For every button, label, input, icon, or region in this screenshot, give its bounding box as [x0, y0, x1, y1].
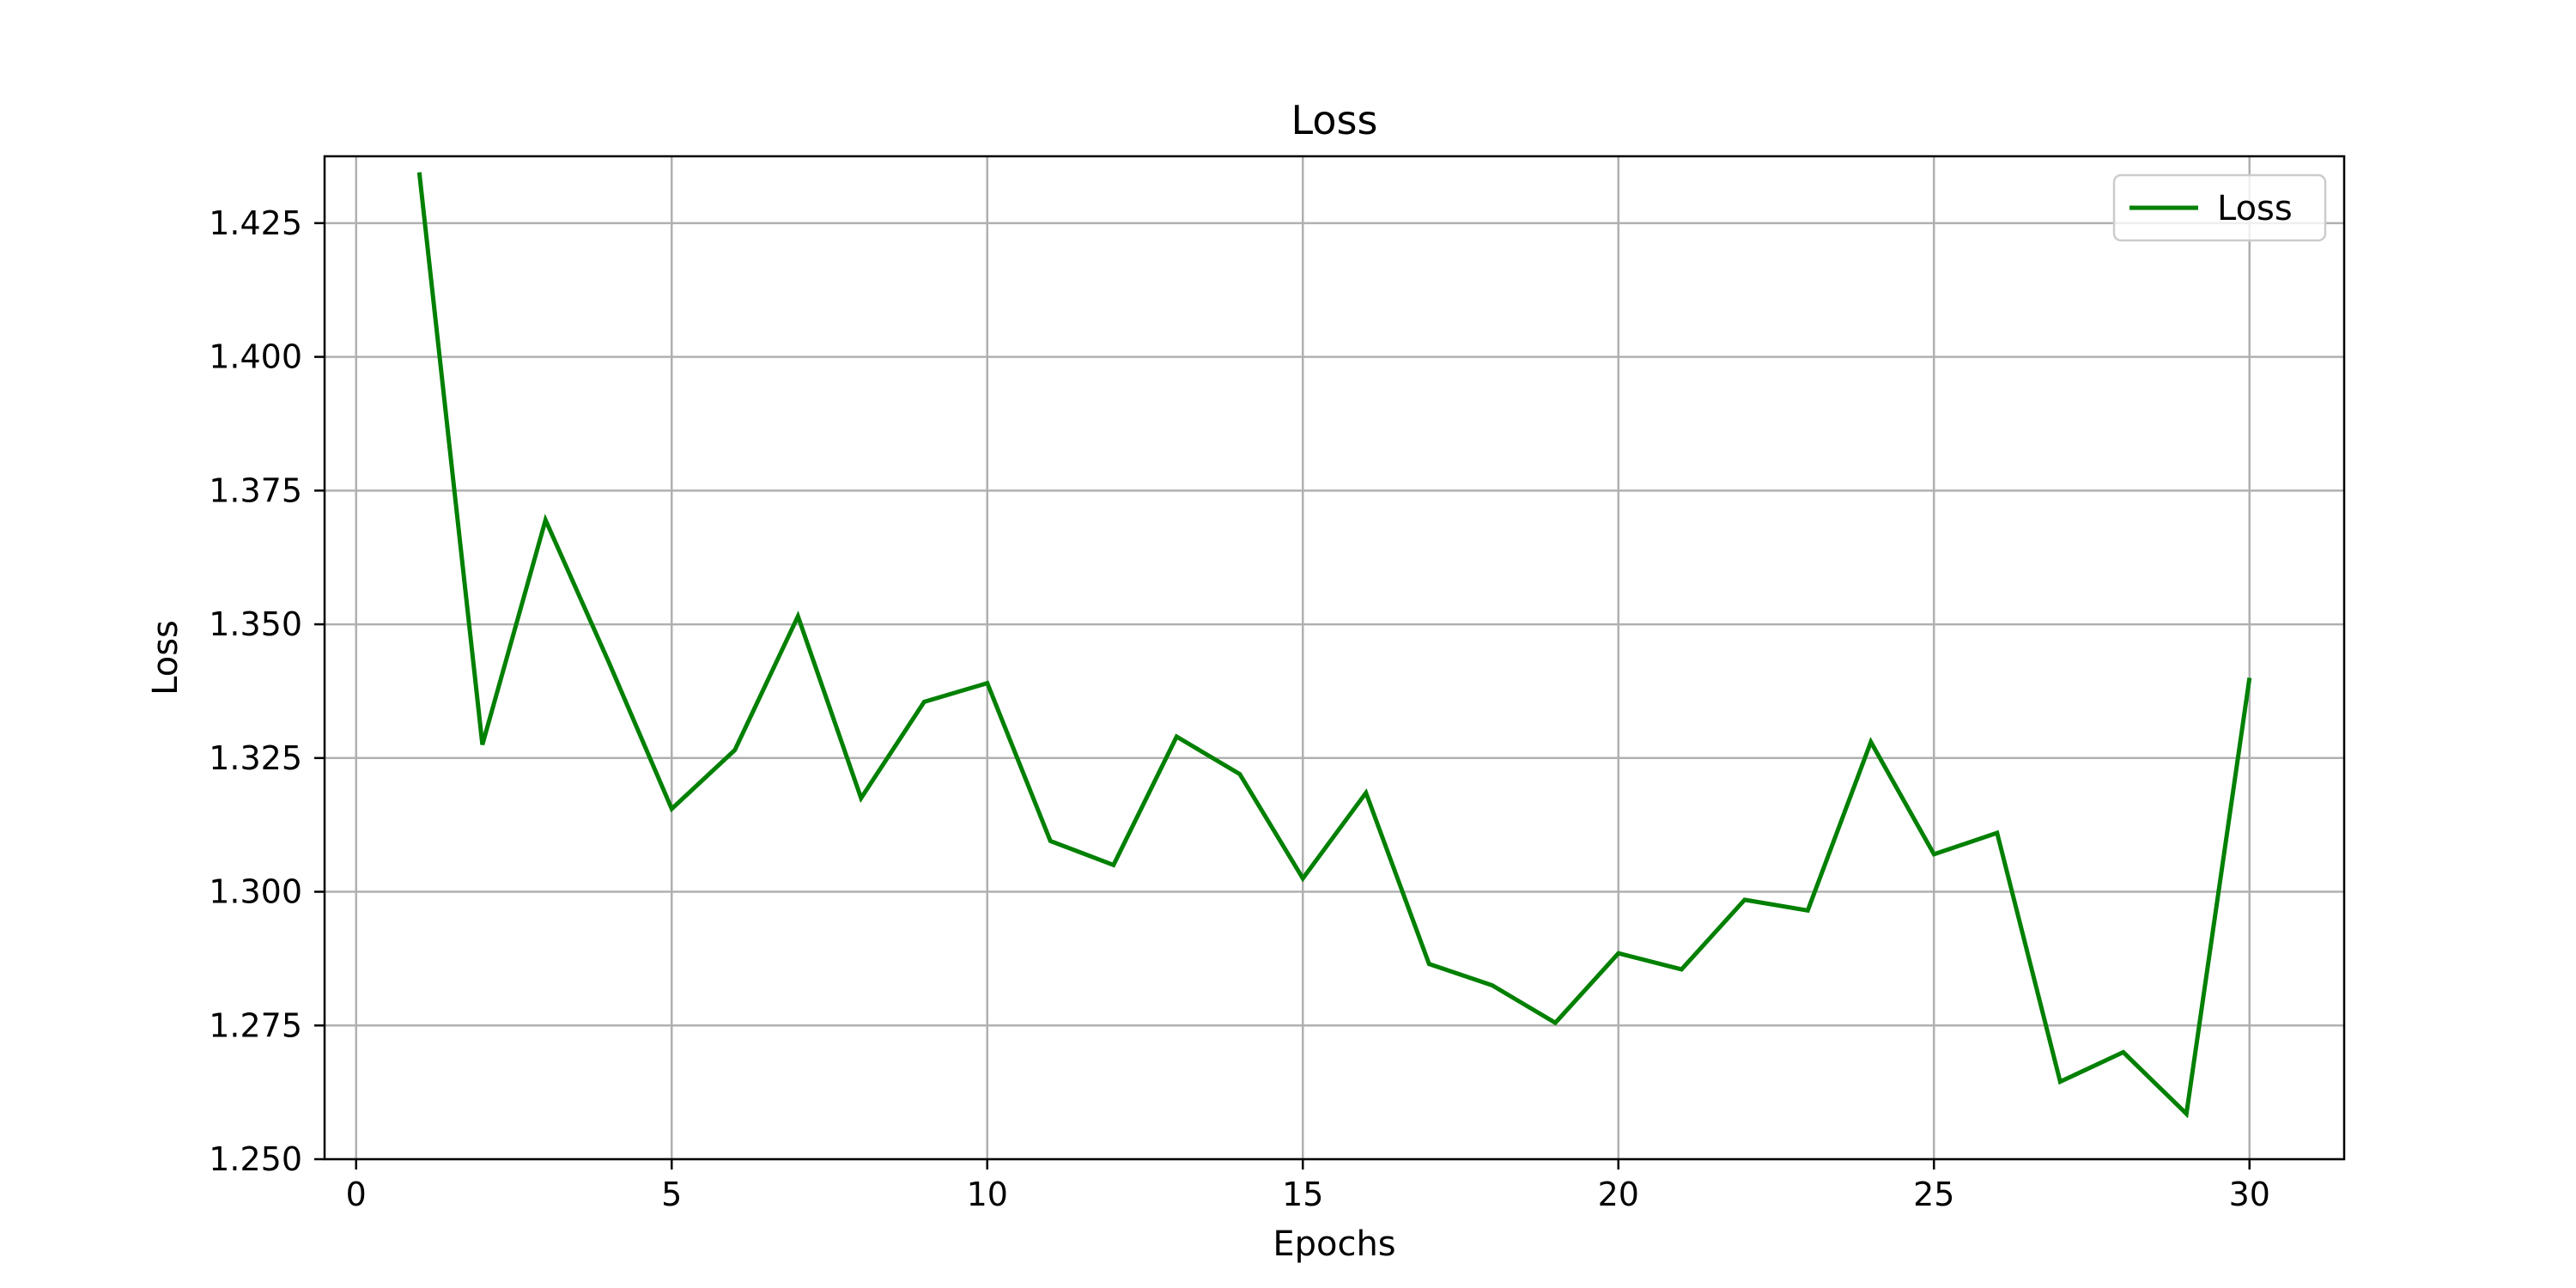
data-point	[796, 614, 800, 618]
data-point	[922, 700, 927, 704]
x-tick-label: 10	[967, 1176, 1008, 1213]
data-point	[859, 796, 863, 800]
y-tick-label: 1.300	[209, 873, 302, 911]
data-point	[544, 518, 548, 522]
data-point	[1806, 908, 1810, 913]
data-point	[417, 170, 422, 174]
y-tick-label: 1.275	[209, 1006, 302, 1044]
legend: Loss	[2112, 173, 2327, 242]
data-point	[1932, 852, 1936, 856]
data-point	[1301, 876, 1305, 880]
data-point	[606, 659, 611, 664]
x-tick-label: 30	[2229, 1176, 2270, 1213]
x-tick-label: 20	[1598, 1176, 1639, 1213]
x-tick-label: 0	[346, 1176, 367, 1213]
legend-box	[2112, 173, 2327, 242]
data-point	[1868, 740, 1873, 744]
data-point	[2247, 676, 2251, 680]
data-point	[1237, 772, 1242, 776]
y-tick-label: 1.400	[209, 338, 302, 376]
y-tick-label: 1.350	[209, 605, 302, 643]
legend-label: Loss	[2217, 189, 2293, 228]
y-tick-label: 1.375	[209, 471, 302, 509]
data-point	[480, 743, 484, 747]
series-line-loss	[416, 172, 2252, 1119]
y-axis-label: Loss	[146, 620, 185, 696]
data-point	[1427, 962, 1431, 966]
y-tick-label: 1.425	[209, 204, 302, 242]
x-tick-label: 15	[1282, 1176, 1323, 1213]
data-point	[2121, 1050, 2125, 1054]
data-point	[1111, 863, 1115, 867]
data-point	[1553, 1021, 1558, 1025]
data-point	[1742, 897, 1747, 902]
data-point	[1995, 831, 1999, 835]
data-point	[1048, 839, 1053, 843]
data-point	[1490, 983, 1494, 987]
data-point	[1680, 967, 1684, 971]
data-point	[2058, 1079, 2063, 1084]
data-point	[1364, 791, 1368, 795]
y-tick-label: 1.325	[209, 739, 302, 777]
y-tick-label: 1.250	[209, 1140, 302, 1178]
x-tick-label: 25	[1913, 1176, 1954, 1213]
x-tick-label: 5	[661, 1176, 682, 1213]
data-point	[985, 681, 989, 685]
chart-title: Loss	[1291, 97, 1378, 143]
series-layer	[416, 170, 2252, 1119]
plot-area-frame	[323, 155, 2346, 1161]
x-axis-label: Epochs	[1273, 1224, 1395, 1264]
data-point	[670, 806, 674, 811]
axis-ticks: 0 5 10 15 20 25 30 1.250 1.275 1.300 1.325 1.350 1.3…	[209, 204, 2270, 1213]
data-point	[732, 748, 737, 752]
data-point	[2184, 1112, 2189, 1116]
data-point	[1616, 951, 1620, 956]
data-point	[1175, 734, 1179, 738]
